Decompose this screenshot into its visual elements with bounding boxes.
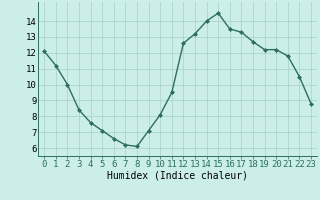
X-axis label: Humidex (Indice chaleur): Humidex (Indice chaleur) — [107, 171, 248, 181]
